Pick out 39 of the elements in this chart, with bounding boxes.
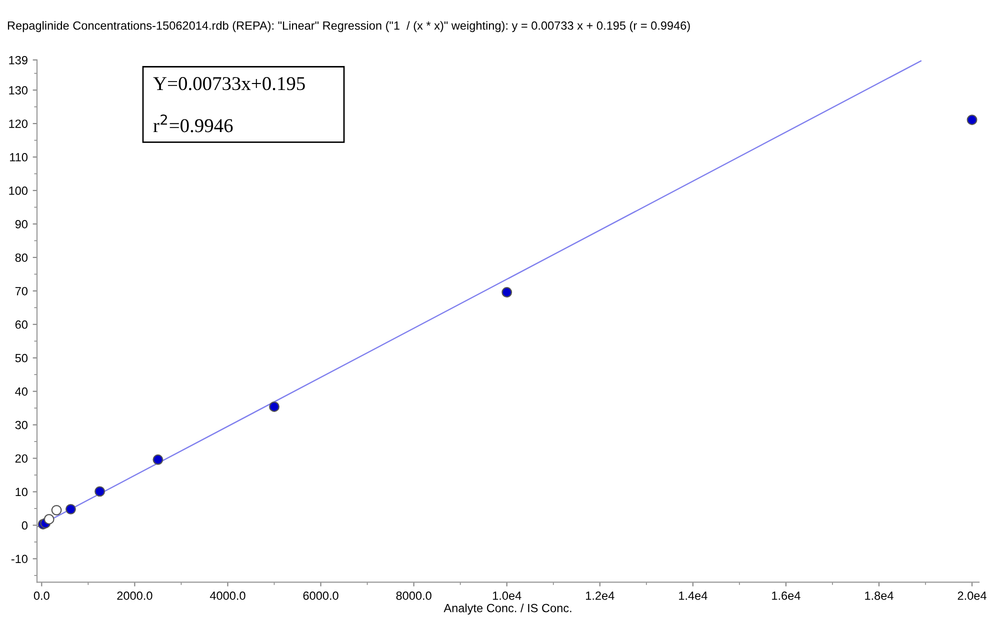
y-tick-label: 130 [9, 86, 28, 94]
x-tick-label: 0.0 [34, 591, 50, 600]
x-tick-label: 1.4e4 [679, 592, 708, 600]
x-tick-label: 1.2e4 [586, 591, 614, 600]
point [152, 454, 164, 465]
x-tick-label: 1.8e4 [865, 591, 894, 600]
point [966, 114, 978, 126]
annotation: Y=0.00733x+0.195 [153, 77, 305, 90]
x-tick-label: 1.0e4 [492, 591, 522, 600]
y-tick-label: 50 [15, 354, 28, 362]
y-tick-label: 90 [15, 220, 28, 228]
y-tick-label: 110 [10, 153, 28, 162]
y-tick-label: 120 [9, 120, 28, 128]
x-axis-title: Analyte Conc. / IS Conc. [444, 604, 572, 615]
y-tick-label: 60 [15, 320, 28, 329]
annotation: r$^{2}$=0.9946 [153, 114, 233, 132]
y-tick-label: -10 [11, 554, 28, 564]
y-tick-label: 40 [15, 387, 28, 396]
y-tick-label: 139 [9, 56, 28, 64]
y-tick-label: 20 [15, 454, 28, 463]
y-tick-label: 0 [22, 521, 28, 530]
y-tick-label: 100 [9, 186, 28, 195]
y-tick-label: 70 [15, 286, 28, 296]
point [51, 504, 62, 516]
x-tick-label: 6000.0 [303, 591, 338, 600]
y-tick-label: 80 [15, 253, 28, 262]
y-tick-label: 10 [16, 488, 28, 496]
x-tick-label: 1.6e4 [772, 591, 800, 600]
x-tick-label: 2000.0 [117, 591, 152, 600]
point [66, 504, 76, 514]
x-tick-label: 2.0e4 [958, 591, 986, 600]
point [269, 402, 280, 412]
point [502, 287, 512, 298]
x-tick-label: 8000.0 [396, 591, 432, 600]
point [94, 486, 106, 497]
chart-title: Repaglinide Concentrations-15062014.rdb (REPA): "Linear" Regression ("1 / (x * x)" weighting): y = 0.00733 x + 0.195 (r = 0.9946) [8, 21, 690, 32]
point [44, 514, 54, 524]
x-tick-label: 4000.0 [210, 591, 246, 600]
y-tick-label: 30 [15, 420, 28, 430]
